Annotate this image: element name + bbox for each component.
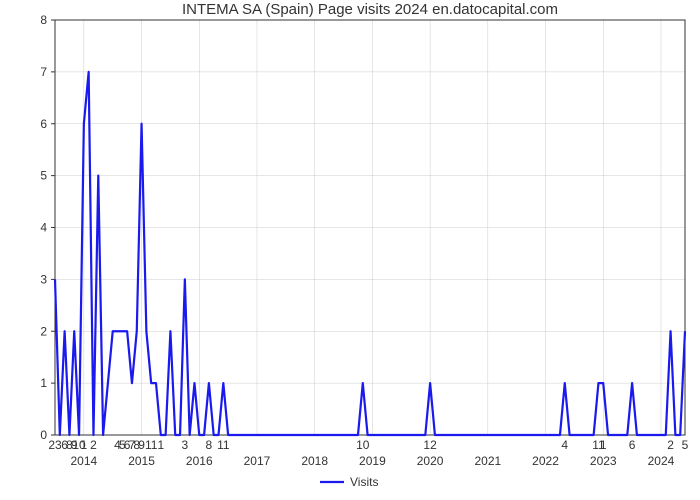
y-tick-label: 8 (40, 13, 47, 27)
x-tick-label: 4 (561, 438, 568, 452)
x-tick-label: 2 (667, 438, 674, 452)
x-tick-label: 23 (48, 438, 62, 452)
y-tick-label: 5 (40, 169, 47, 183)
y-tick-label: 0 (40, 428, 47, 442)
x-year-label: 2020 (417, 454, 444, 468)
x-tick-label: 1 (81, 438, 88, 452)
x-tick-label: 2 (90, 438, 97, 452)
chart-title: INTEMA SA (Spain) Page visits 2024 en.da… (182, 1, 558, 18)
x-year-label: 2017 (244, 454, 271, 468)
x-year-label: 2024 (648, 454, 675, 468)
x-year-label: 2014 (71, 454, 98, 468)
y-tick-label: 4 (40, 221, 47, 235)
x-year-label: 2018 (301, 454, 328, 468)
chart-container: 0123456782368910124567891113811101241116… (0, 0, 700, 500)
legend-label: Visits (350, 475, 378, 489)
x-tick-label: 1 (600, 438, 607, 452)
y-tick-label: 3 (40, 272, 47, 286)
y-tick-label: 6 (40, 117, 47, 131)
x-tick-label: 1 (157, 438, 164, 452)
x-year-label: 2021 (474, 454, 501, 468)
x-tick-label: 12 (423, 438, 437, 452)
x-year-label: 2019 (359, 454, 386, 468)
visits-line-chart: 0123456782368910124567891113811101241116… (0, 0, 700, 500)
x-tick-label: 11 (145, 438, 158, 452)
y-tick-label: 2 (40, 324, 47, 338)
x-year-label: 2015 (128, 454, 155, 468)
y-tick-label: 7 (40, 65, 47, 79)
x-tick-label: 8 (206, 438, 213, 452)
x-year-label: 2023 (590, 454, 617, 468)
x-tick-label: 3 (182, 438, 189, 452)
x-tick-label: 6 (629, 438, 636, 452)
x-year-label: 2016 (186, 454, 213, 468)
x-tick-label: 10 (356, 438, 370, 452)
x-year-label: 2022 (532, 454, 559, 468)
y-tick-label: 1 (40, 376, 47, 390)
x-tick-label: 11 (217, 438, 230, 452)
x-tick-label: 5 (682, 438, 689, 452)
